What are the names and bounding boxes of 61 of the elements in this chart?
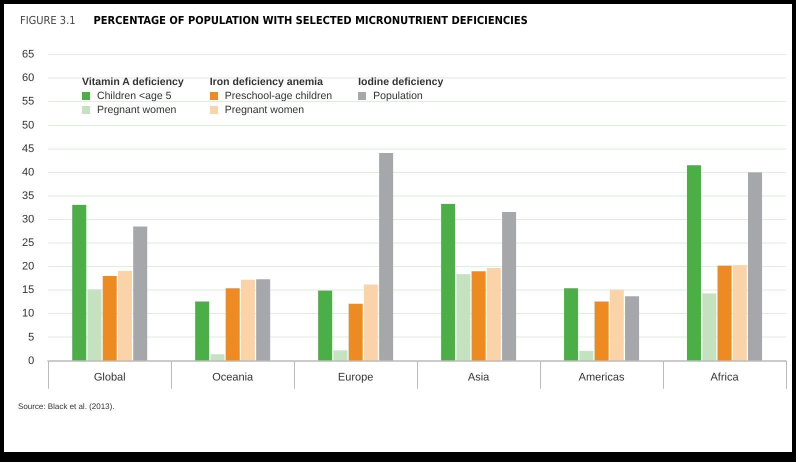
bar: [210, 354, 224, 360]
y-tick-label: 35: [22, 190, 34, 202]
bar: [687, 165, 702, 360]
bar: [732, 265, 747, 360]
bar: [333, 350, 348, 360]
legend-label: Children <age 5: [97, 89, 172, 103]
chart-subtitle: FIGURE 3.1: [20, 14, 76, 27]
y-tick-label: 15: [22, 284, 34, 296]
y-tick-label: 50: [22, 119, 34, 132]
bar: [718, 266, 732, 360]
bar: [441, 204, 456, 360]
y-tick-label: 25: [22, 237, 34, 250]
legend-label: Pregnant women: [224, 103, 304, 117]
x-tick-label: Africa: [710, 371, 740, 384]
x-tick-label: Americas: [578, 371, 625, 384]
bar: [348, 304, 363, 360]
legend-label: Pregnant women: [97, 103, 176, 117]
text: Iodine deficiency: [358, 76, 444, 88]
bar: [318, 290, 332, 360]
x-tick-label: Oceania: [212, 371, 254, 384]
text: Vitamin A deficiency: [82, 76, 184, 88]
bar: [118, 270, 132, 360]
y-tick-label: 10: [22, 308, 34, 320]
bar: [456, 274, 470, 360]
bar: [87, 289, 102, 360]
bar: [195, 301, 210, 360]
y-tick-label: 5: [28, 331, 34, 344]
bar: [702, 293, 716, 360]
bar: [102, 276, 117, 360]
x-tick-label: Asia: [468, 371, 490, 384]
legend-label: Preschool-age children: [224, 89, 332, 103]
x-tick-label: Global: [94, 371, 126, 384]
y-tick-label: 0: [28, 354, 34, 367]
y-tick-label: 45: [22, 142, 34, 155]
bar: [625, 296, 640, 360]
bar: [472, 271, 486, 360]
bar: [610, 290, 624, 360]
bar: [72, 204, 86, 360]
bar: [226, 288, 240, 360]
bar: [748, 172, 762, 360]
chart-title: PERCENTAGE OF POPULATION WITH SELECTED MICRONUTRIENT DEFICIENCIES: [94, 14, 528, 27]
bar: [502, 212, 516, 360]
bar: [379, 153, 394, 360]
y-tick-label: 20: [22, 260, 34, 273]
y-tick-label: 65: [22, 48, 34, 61]
bar: [486, 268, 501, 360]
legend-label: Population: [373, 89, 423, 103]
x-tick-label: Europe: [338, 371, 374, 384]
bar: [594, 301, 609, 360]
source-note: Source: Black et al. (2013).: [18, 402, 114, 411]
text: Iron deficiency anemia: [210, 76, 323, 88]
y-tick-label: 40: [22, 166, 34, 178]
bar: [579, 350, 594, 360]
bar: [133, 226, 148, 360]
y-tick-label: 30: [22, 214, 34, 226]
bar: [564, 288, 578, 360]
y-tick-label: 60: [22, 72, 34, 84]
bar: [240, 280, 255, 360]
bar: [256, 279, 270, 360]
bar: [364, 284, 378, 360]
y-tick-label: 55: [22, 96, 34, 108]
